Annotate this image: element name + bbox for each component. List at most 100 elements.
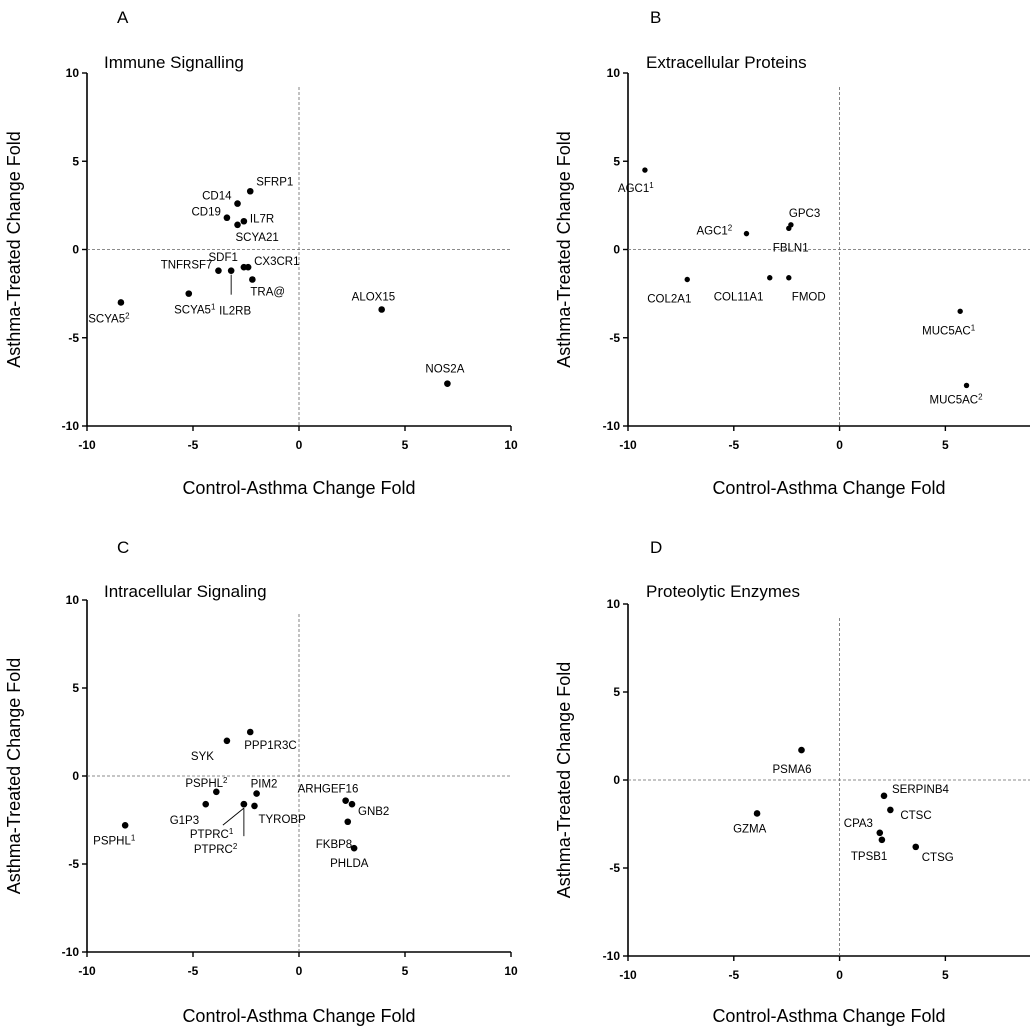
point-label: COL2A1 (647, 294, 691, 306)
point-label-superscript: 1 (971, 323, 976, 332)
y-tick-label: -10 (62, 945, 80, 959)
data-point (912, 843, 920, 851)
panel-letter: D (650, 538, 662, 557)
point-label-superscript: 1 (649, 181, 654, 190)
point-label: CX3CR1 (254, 256, 299, 268)
data-point (348, 800, 356, 808)
point-label: COL11A1 (714, 292, 764, 304)
point-label: GZMA (733, 823, 767, 835)
point-label: NOS2A (425, 364, 464, 376)
data-point (240, 800, 248, 808)
point-label: TRA@ (250, 287, 285, 299)
data-point (223, 214, 231, 222)
point-label: PIM2 (251, 779, 278, 791)
point-label-superscript: 2 (233, 842, 238, 851)
point-label: CD14 (202, 191, 232, 203)
data-point (957, 308, 963, 314)
y-axis-title: Asthma-Treated Change Fold (4, 658, 24, 894)
point-label: FKBP8 (316, 839, 352, 851)
point-label-superscript: 1 (131, 833, 136, 842)
data-point (767, 275, 773, 281)
panel-title: Immune Signalling (104, 53, 244, 72)
data-point (887, 806, 894, 814)
data-point (786, 225, 792, 232)
panel-d: D Proteolytic Enzymes 10 5 0 -5 -10 -10 -5 0 5 Cont… (554, 538, 1030, 1026)
data-point (185, 290, 193, 297)
y-tick-label: -5 (609, 331, 620, 345)
point-label: GPC3 (789, 208, 820, 220)
point-label: AGC12 (696, 223, 732, 238)
x-tick-label: -10 (78, 438, 96, 452)
data-point (253, 790, 260, 797)
data-point (121, 821, 129, 829)
y-tick-label: 0 (613, 243, 620, 257)
x-tick-label: -5 (728, 438, 739, 452)
x-tick-label: 10 (504, 964, 518, 978)
y-tick-label: 0 (613, 773, 620, 787)
point-label-superscript: 1 (211, 302, 216, 311)
y-tick-label: 10 (607, 597, 621, 611)
panel-letter: B (650, 8, 661, 27)
x-tick-label: 0 (296, 964, 303, 978)
data-point (878, 836, 886, 844)
data-point (344, 818, 352, 826)
point-label: PSMA6 (772, 764, 811, 776)
point-label: SYK (191, 751, 214, 763)
point-label: PSPHL1 (93, 833, 136, 848)
y-tick-label: 10 (66, 66, 80, 80)
panel-c: C Intracellular Signaling 10 5 0 -5 -10 -10 -5 0 5… (4, 538, 518, 1026)
point-label: TYROBP (258, 814, 306, 826)
y-tick-label: 5 (613, 154, 620, 168)
point-label: TNFRSF7 (161, 260, 213, 272)
data-point (234, 200, 241, 207)
leader-line (222, 807, 245, 826)
point-label-superscript: 2 (728, 223, 733, 232)
x-tick-label: 5 (402, 964, 409, 978)
data-point (234, 221, 241, 229)
data-point (246, 187, 254, 195)
data-point (753, 810, 761, 817)
y-tick-label: 5 (72, 681, 79, 695)
point-label: AGC11 (618, 181, 654, 196)
y-tick-label: -5 (68, 331, 79, 345)
y-tick-label: 10 (66, 593, 80, 607)
data-point (876, 829, 884, 837)
point-label: SCYA51 (174, 302, 216, 317)
data-point (880, 792, 888, 800)
data-point (244, 263, 252, 271)
data-point (786, 275, 792, 281)
y-axis-title: Asthma-Treated Change Fold (4, 131, 24, 367)
data-point (246, 728, 254, 736)
point-label: CD19 (192, 207, 221, 219)
point-label: IL2RB (219, 306, 251, 318)
y-tick-label: -5 (609, 861, 620, 875)
data-point (213, 788, 220, 796)
data-point (215, 267, 222, 274)
x-tick-label: -5 (728, 968, 739, 982)
x-tick-label: 0 (836, 438, 843, 452)
point-label: PSPHL2 (185, 775, 228, 790)
x-tick-label: -10 (619, 968, 637, 982)
point-label: ALOX15 (352, 292, 395, 304)
y-tick-label: -10 (62, 419, 80, 433)
point-label: GNB2 (358, 806, 389, 818)
y-tick-label: -10 (603, 419, 621, 433)
data-point (642, 167, 648, 173)
point-label-superscript: 2 (978, 392, 983, 401)
point-label: G1P3 (170, 815, 199, 827)
x-tick-label: -5 (188, 438, 199, 452)
y-tick-label: -10 (603, 949, 621, 963)
point-label: MUC5AC1 (922, 323, 976, 338)
point-label: SERPINB4 (892, 784, 949, 796)
y-tick-label: 5 (613, 685, 620, 699)
point-label-superscript: 2 (223, 775, 228, 784)
point-label: IL7R (250, 213, 274, 225)
x-tick-label: -5 (188, 964, 199, 978)
data-point (743, 230, 750, 237)
point-label: SDF1 (208, 252, 237, 264)
data-point (963, 382, 970, 389)
point-label: ARHGEF16 (298, 784, 359, 796)
point-label: CTSG (922, 852, 954, 864)
x-tick-label: 10 (504, 438, 518, 452)
